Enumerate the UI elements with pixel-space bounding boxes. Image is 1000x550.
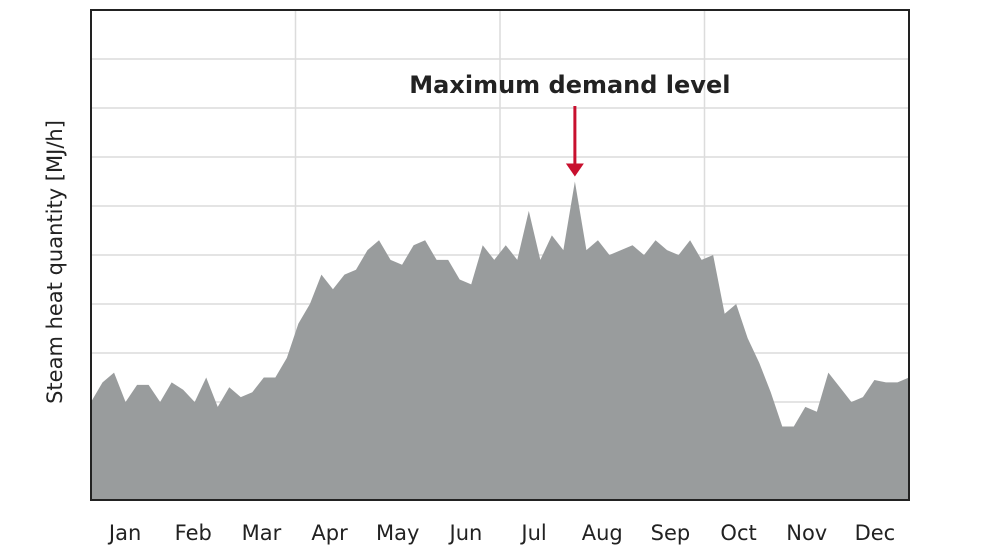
x-tick-label: May — [376, 521, 419, 545]
x-tick-label: Sep — [651, 521, 691, 545]
x-tick-label: Mar — [242, 521, 282, 545]
x-tick-label: Aug — [582, 521, 623, 545]
x-tick-label: Nov — [786, 521, 827, 545]
plot-frame — [90, 9, 910, 501]
area — [91, 181, 909, 500]
y-axis-label: Steam heat quantity [MJ/h] — [43, 120, 67, 404]
x-tick-label: Jun — [448, 521, 483, 545]
annotation: Maximum demand level — [409, 71, 730, 99]
x-tick-label: Oct — [720, 521, 756, 545]
x-tick-label: Apr — [311, 521, 348, 545]
x-tick-label: Jan — [107, 521, 141, 545]
x-tick-label: Dec — [855, 521, 896, 545]
x-tick-label: Jul — [519, 521, 546, 545]
annotation-arrow-head — [565, 163, 584, 177]
x-tick-label: Feb — [175, 521, 212, 545]
